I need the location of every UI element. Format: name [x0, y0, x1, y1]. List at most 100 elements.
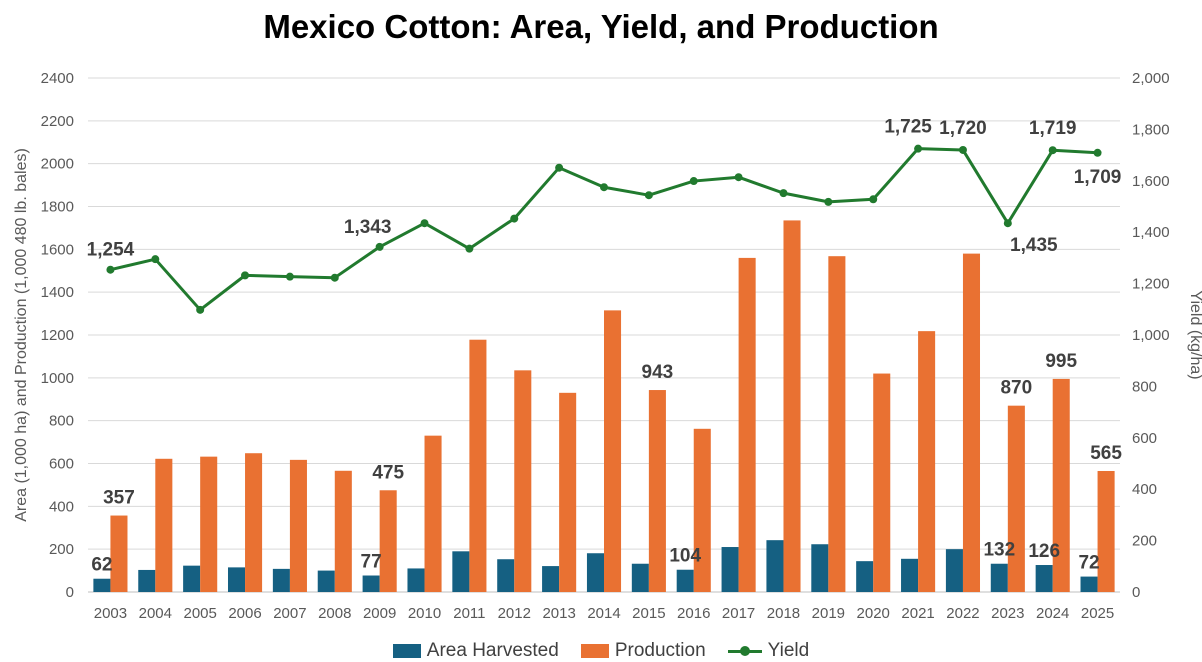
legend-item-production: Production [580, 640, 706, 662]
bar-area-harvested [497, 559, 515, 592]
bar-production [918, 331, 936, 592]
bar-area-harvested [945, 549, 963, 592]
point-yield [644, 191, 653, 200]
x-tick-label: 2004 [139, 605, 172, 622]
bar-area-harvested [93, 578, 111, 592]
bar-area-harvested [542, 566, 560, 592]
x-tick-label: 2018 [767, 605, 800, 622]
point-yield [779, 189, 788, 198]
point-yield [151, 255, 160, 264]
y2-tick-label: 200 [1132, 533, 1157, 550]
y-tick-label: 2400 [41, 70, 74, 87]
x-tick-label: 2014 [587, 605, 620, 622]
x-tick-label: 2003 [94, 605, 127, 622]
bar-production [289, 459, 307, 592]
data-label-production: 870 [1000, 378, 1032, 399]
y-tick-label: 600 [49, 456, 74, 473]
bar-production [469, 339, 487, 592]
bar-area-harvested [631, 563, 649, 592]
data-label-yield: 1,720 [939, 118, 987, 139]
bar-area-harvested [586, 553, 604, 592]
y-tick-label: 1000 [41, 370, 74, 387]
bar-area-harvested [138, 569, 156, 592]
legend-swatch-yield [727, 644, 762, 658]
data-label-production: 357 [103, 488, 135, 509]
x-tick-label: 2010 [408, 605, 441, 622]
data-label-yield: 1,254 [87, 240, 135, 261]
line-yield [110, 147, 1098, 312]
point-yield [106, 265, 115, 274]
y2-tick-label: 1,800 [1132, 121, 1170, 138]
point-yield [914, 144, 923, 153]
bar-area-harvested [452, 551, 470, 592]
point-yield [1093, 148, 1102, 157]
x-tick-label: 2019 [812, 605, 845, 622]
point-yield [330, 273, 339, 282]
bar-production [424, 435, 442, 592]
bar-production [693, 428, 711, 592]
y2-tick-label: 1,000 [1132, 327, 1170, 344]
data-label-area: 62 [91, 555, 112, 576]
x-tick-label: 2007 [273, 605, 306, 622]
x-tick-label: 2012 [498, 605, 531, 622]
data-label-production: 943 [642, 362, 674, 383]
point-yield [241, 271, 250, 280]
x-tick-label: 2009 [363, 605, 396, 622]
bar-area-harvested [362, 575, 380, 592]
legend-item-area: Area Harvested [392, 640, 559, 662]
bar-area-harvested [227, 567, 246, 592]
x-tick-label: 2011 [453, 605, 485, 622]
bar-production [514, 370, 532, 592]
point-yield [420, 219, 429, 228]
data-label-yield: 1,343 [344, 217, 392, 238]
bar-area-harvested [407, 568, 425, 592]
y-tick-label: 800 [49, 413, 74, 430]
y-tick-label: 400 [49, 498, 74, 515]
data-label-yield: 1,435 [1010, 235, 1058, 256]
bar-production [828, 256, 846, 592]
y-tick-label: 0 [66, 584, 74, 601]
bar-production [783, 220, 801, 592]
data-label-area: 77 [361, 552, 382, 573]
bar-production [379, 490, 397, 592]
bar-area-harvested [901, 558, 919, 592]
bar-area-harvested [272, 568, 290, 592]
bar-production [738, 257, 756, 592]
legend-label-production: Production [614, 640, 706, 661]
data-label-area: 132 [983, 540, 1015, 561]
point-yield [285, 272, 294, 281]
point-yield [1003, 219, 1012, 228]
legend-label-area: Area Harvested [426, 640, 559, 661]
bar-production [334, 470, 352, 592]
data-label-area: 126 [1028, 541, 1060, 562]
bar-area-harvested [721, 547, 739, 592]
y-tick-label: 200 [49, 541, 74, 558]
x-tick-label: 2017 [722, 605, 755, 622]
x-tick-label: 2024 [1036, 605, 1069, 622]
bar-production [110, 515, 128, 592]
y-tick-label: 2000 [41, 156, 74, 173]
y-axis-title: Area (1,000 ha) and Production (1,000 48… [13, 148, 30, 522]
point-yield [555, 163, 564, 172]
bar-area-harvested [676, 569, 694, 592]
x-tick-label: 2022 [946, 605, 979, 622]
bar-area-harvested [811, 544, 829, 592]
x-tick-label: 2023 [991, 605, 1024, 622]
y2-tick-label: 800 [1132, 378, 1157, 395]
data-label-production: 995 [1045, 351, 1077, 372]
point-yield [958, 145, 967, 154]
y-tick-label: 1400 [41, 284, 74, 301]
point-yield [465, 244, 474, 253]
bar-area-harvested [317, 570, 335, 592]
y-tick-label: 1200 [41, 327, 74, 344]
y-tick-label: 2200 [41, 113, 74, 130]
y2-axis-title: Yield (kg/ha) [1187, 290, 1202, 379]
bar-production [873, 373, 891, 592]
x-tick-label: 2015 [632, 605, 665, 622]
point-yield [375, 242, 384, 251]
x-tick-label: 2016 [677, 605, 710, 622]
bar-area-harvested [1080, 576, 1098, 592]
data-label-production: 565 [1090, 443, 1122, 464]
legend-item-yield: Yield [727, 640, 809, 662]
